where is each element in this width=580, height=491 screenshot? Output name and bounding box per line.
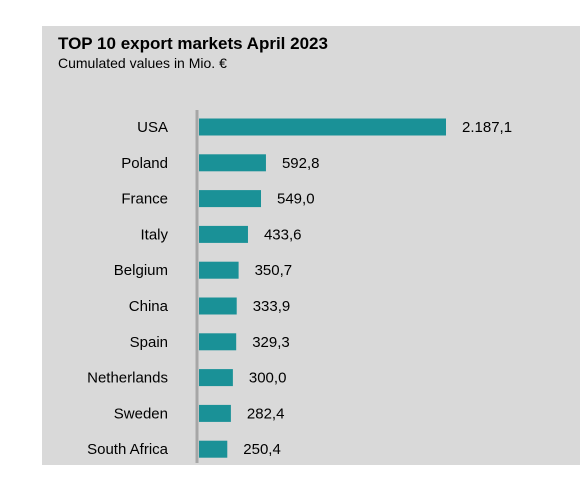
bar bbox=[199, 333, 237, 351]
category-label: Sweden bbox=[114, 405, 168, 422]
category-label: USA bbox=[137, 119, 168, 136]
category-label: France bbox=[121, 191, 168, 208]
value-label: 300,0 bbox=[249, 370, 287, 387]
chart-panel: TOP 10 export markets April 2023 Cumulat… bbox=[42, 26, 580, 465]
bar bbox=[199, 261, 239, 279]
category-label: South Africa bbox=[87, 441, 169, 458]
bar bbox=[199, 369, 233, 387]
category-label: Spain bbox=[130, 334, 168, 351]
value-label: 250,4 bbox=[243, 441, 281, 458]
bar bbox=[199, 118, 446, 136]
category-label: Poland bbox=[121, 155, 168, 172]
category-label: Italy bbox=[140, 226, 168, 243]
category-label: China bbox=[129, 298, 169, 315]
value-label: 329,3 bbox=[252, 334, 290, 351]
value-label: 433,6 bbox=[264, 226, 302, 243]
bar bbox=[199, 154, 266, 172]
value-label: 2.187,1 bbox=[462, 119, 512, 136]
bar bbox=[199, 297, 237, 315]
chart-subtitle: Cumulated values in Mio. € bbox=[58, 55, 227, 71]
value-label: 350,7 bbox=[255, 262, 293, 279]
value-label: 282,4 bbox=[247, 405, 285, 422]
value-label: 592,8 bbox=[282, 155, 320, 172]
bar bbox=[199, 440, 228, 458]
category-label: Netherlands bbox=[87, 370, 168, 387]
value-label: 333,9 bbox=[253, 298, 291, 315]
bar bbox=[199, 404, 231, 422]
bar bbox=[199, 190, 262, 208]
bar-chart: USA 2.187,1 Poland 592,8 France 549,0 Italy 433… bbox=[87, 110, 512, 463]
category-label: Belgium bbox=[114, 262, 168, 279]
value-label: 549,0 bbox=[277, 191, 315, 208]
bar bbox=[199, 225, 248, 243]
chart-title: TOP 10 export markets April 2023 bbox=[58, 34, 328, 53]
